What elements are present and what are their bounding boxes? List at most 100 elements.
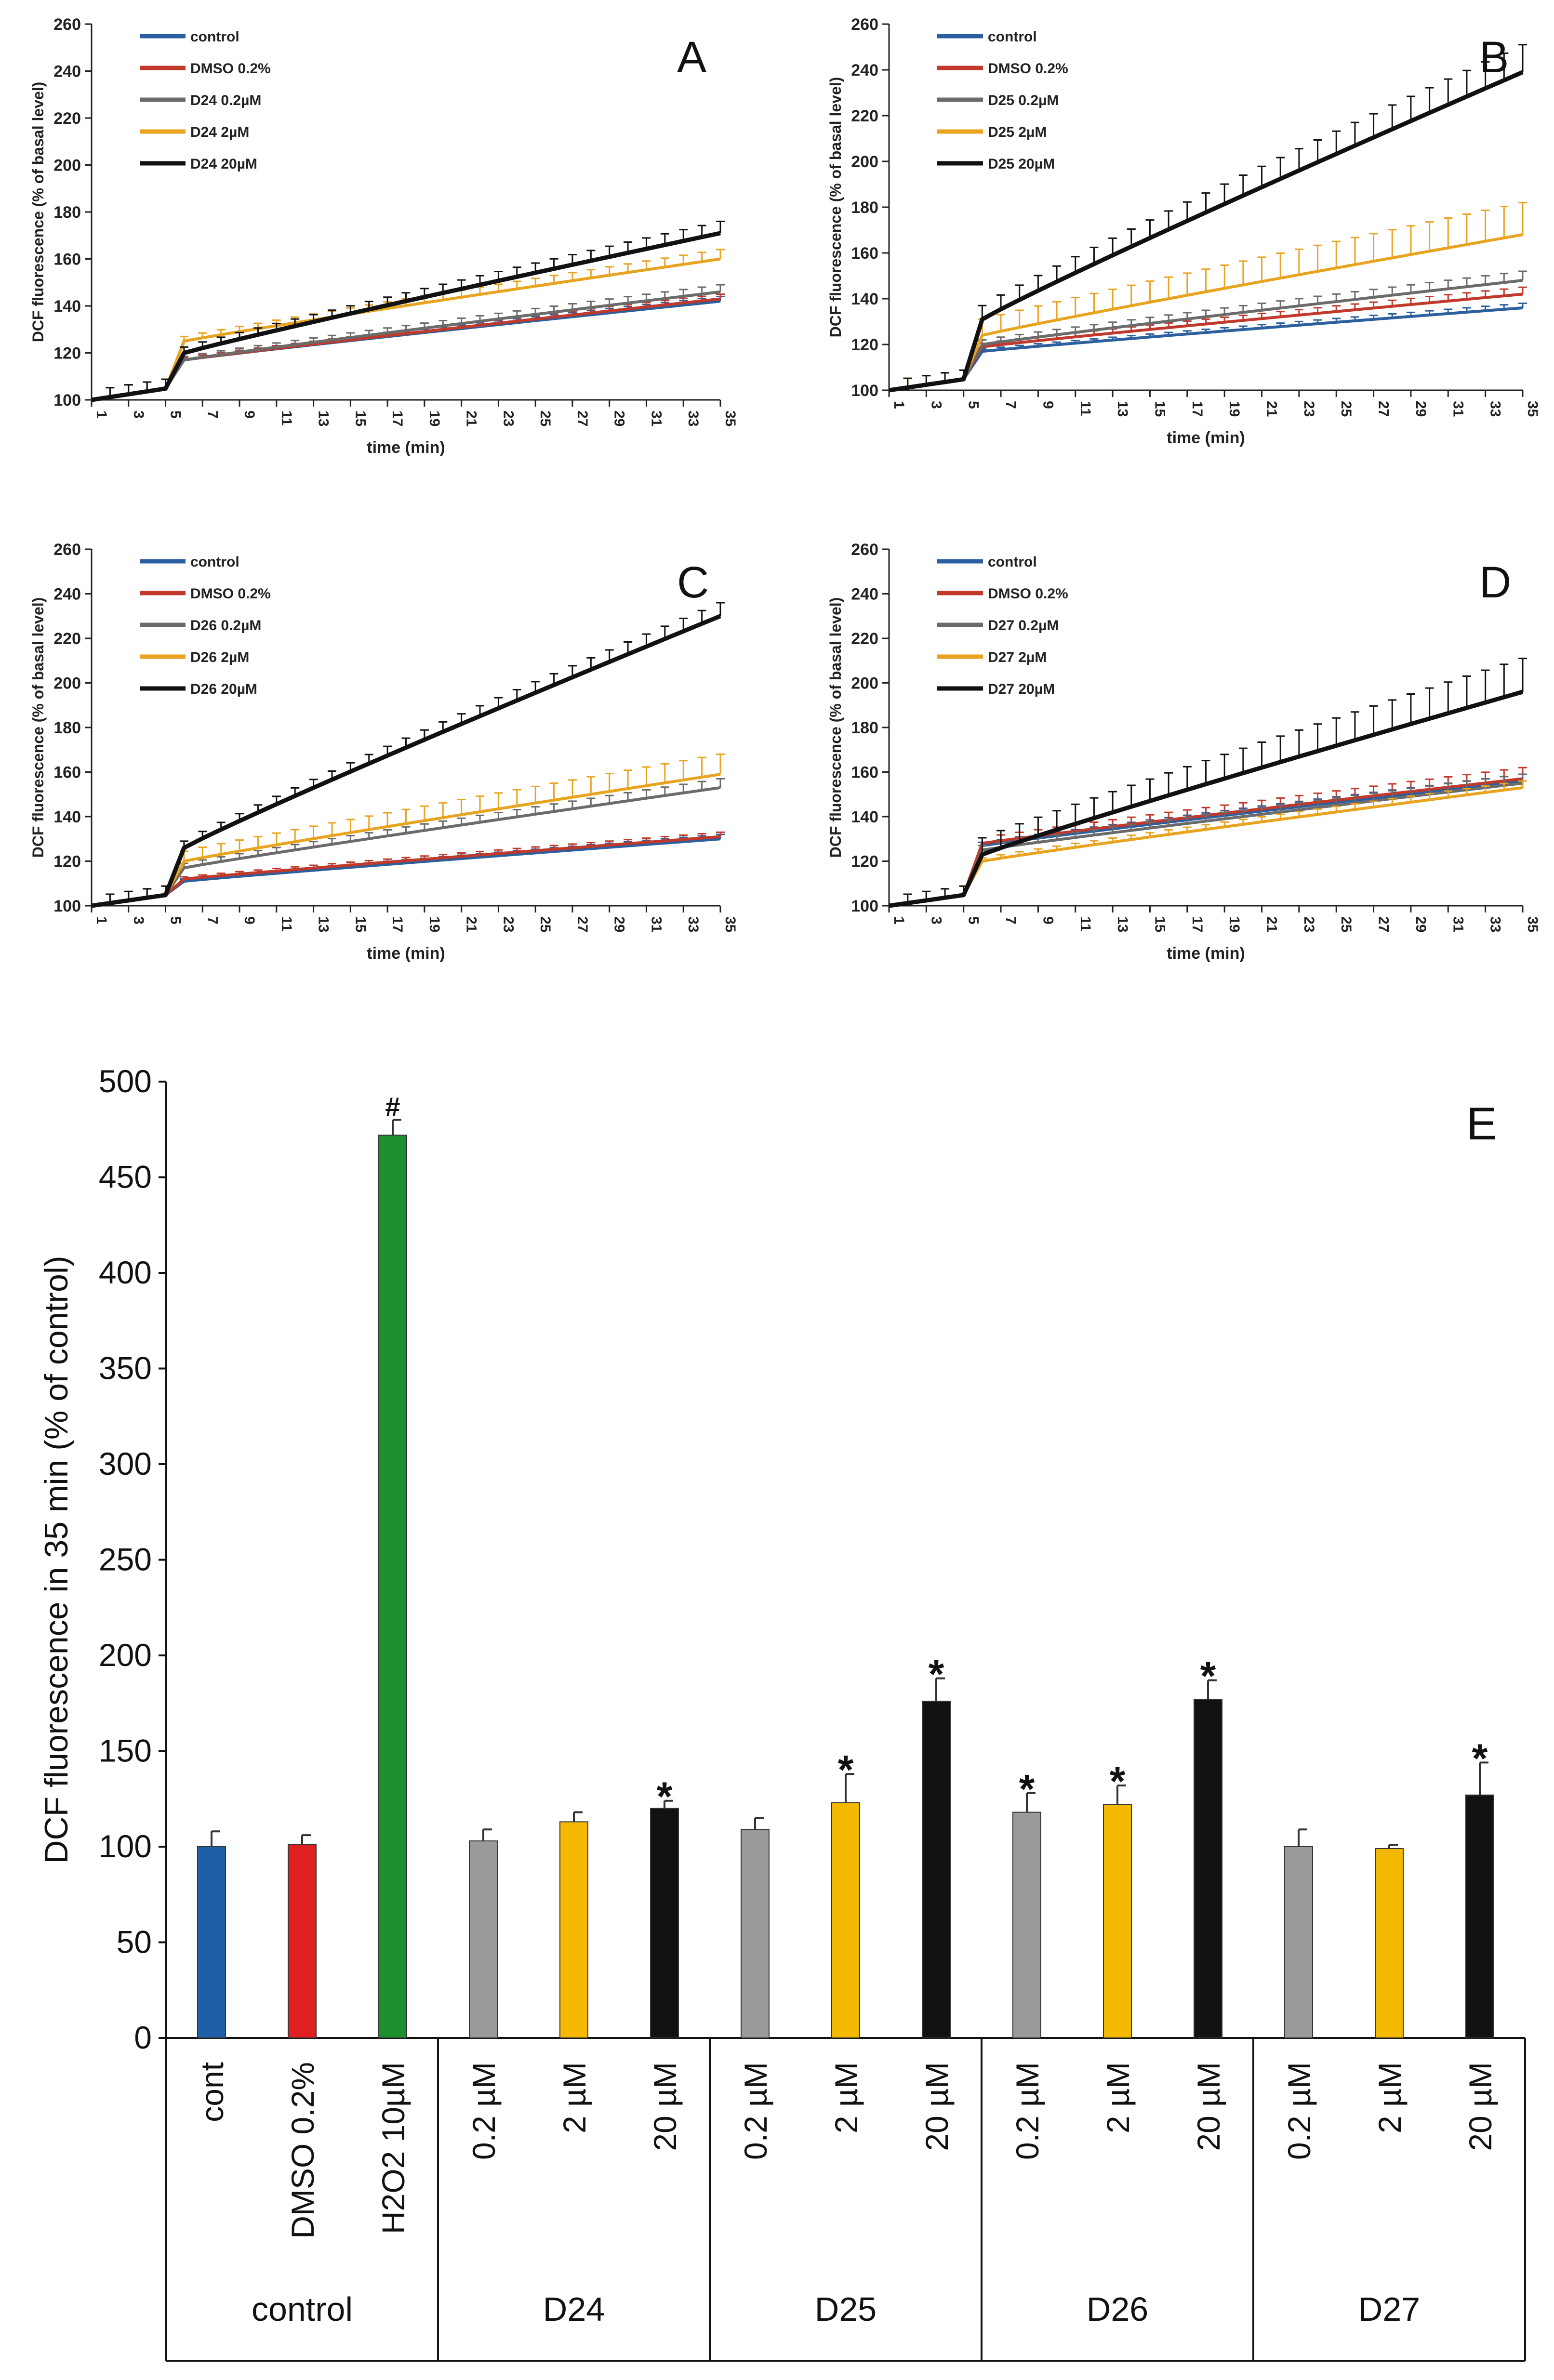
legend-label: control (988, 554, 1037, 570)
legend-label: D25 20µM (988, 156, 1055, 172)
panel-label: E (1466, 1098, 1497, 1150)
x-tick-label: 15 (352, 916, 368, 932)
significance-mark: * (1200, 1653, 1216, 1699)
y-tick-label: 300 (99, 1446, 152, 1481)
y-tick-label: 160 (53, 764, 81, 782)
category-label: 2 µM (1372, 2062, 1408, 2133)
y-tick-label: 240 (851, 585, 878, 604)
y-tick-label: 180 (851, 198, 878, 217)
x-tick-label: 25 (1338, 916, 1354, 932)
group-label: D24 (543, 2290, 605, 2328)
y-tick-label: 240 (53, 63, 81, 81)
legend-label: DMSO 0.2% (988, 586, 1068, 602)
y-axis-label: DCF fluorescence (% of basal level) (827, 597, 844, 858)
x-tick-label: 3 (928, 401, 944, 409)
legend-label: D27 2µM (988, 649, 1047, 665)
x-axis-label: time (min) (1167, 429, 1245, 447)
category-label: 0.2 µM (1281, 2062, 1317, 2160)
y-tick-label: 100 (851, 897, 878, 915)
y-tick-label: 220 (53, 109, 81, 128)
x-tick-label: 7 (1003, 916, 1019, 925)
x-tick-label: 27 (1376, 401, 1392, 417)
x-tick-label: 31 (648, 916, 664, 932)
group-label: control (252, 2290, 353, 2328)
x-tick-label: 27 (574, 410, 590, 426)
x-tick-label: 23 (1301, 401, 1317, 417)
y-tick-label: 100 (53, 897, 81, 915)
x-axis-label: time (min) (367, 944, 445, 963)
y-tick-label: 200 (53, 157, 81, 175)
y-tick-label: 120 (53, 853, 81, 871)
y-tick-label: 220 (851, 630, 878, 648)
category-label: 2 µM (828, 2062, 864, 2133)
y-tick-label: 200 (851, 674, 878, 693)
y-tick-label: 50 (117, 1924, 152, 1960)
bar (1465, 1794, 1494, 2039)
panel-label: B (1479, 33, 1509, 82)
category-label: cont (194, 2062, 230, 2122)
legend-label: control (190, 554, 239, 570)
x-tick-label: 5 (168, 410, 184, 419)
x-tick-label: 17 (389, 410, 405, 426)
x-tick-label: 1 (93, 410, 109, 419)
x-tick-label: 33 (685, 916, 701, 932)
x-tick-label: 7 (204, 916, 220, 925)
x-tick-label: 1 (93, 916, 109, 925)
x-tick-label: 5 (966, 916, 982, 925)
x-tick-label: 25 (537, 410, 553, 426)
x-tick-label: 9 (1040, 401, 1056, 409)
x-tick-label: 29 (1413, 916, 1429, 932)
y-tick-label: 120 (53, 344, 81, 363)
bar (1103, 1804, 1132, 2038)
y-axis-label: DCF fluorescence (% of basal level) (827, 77, 844, 338)
x-tick-label: 7 (1003, 401, 1019, 409)
x-tick-label: 13 (1115, 916, 1130, 932)
y-tick-label: 260 (851, 15, 878, 34)
category-label: 0.2 µM (466, 2062, 502, 2160)
y-tick-label: 240 (851, 61, 878, 79)
bar (1012, 1811, 1041, 2039)
category-label: 0.2 µM (1009, 2062, 1045, 2160)
y-tick-label: 140 (53, 297, 81, 316)
category-label: 20 µM (1191, 2062, 1226, 2151)
x-axis-label: time (min) (367, 438, 445, 457)
x-tick-label: 11 (1077, 401, 1093, 416)
x-tick-label: 23 (1301, 916, 1317, 932)
x-tick-label: 13 (316, 410, 332, 426)
x-tick-label: 5 (168, 916, 184, 925)
x-tick-label: 21 (1264, 401, 1280, 417)
x-tick-label: 35 (722, 410, 738, 426)
x-tick-label: 27 (574, 916, 590, 932)
category-label: 2 µM (557, 2062, 592, 2133)
y-axis-label: DCF fluorescence (% of basal level) (29, 82, 47, 343)
x-tick-label: 31 (1450, 916, 1466, 932)
category-label: 20 µM (647, 2062, 683, 2151)
x-tick-label: 21 (464, 916, 479, 932)
x-tick-label: 29 (611, 916, 627, 932)
y-tick-label: 500 (99, 1063, 152, 1099)
x-tick-label: 7 (204, 410, 220, 419)
panel-label: C (677, 558, 709, 607)
x-tick-label: 21 (1264, 916, 1280, 932)
y-tick-label: 350 (99, 1350, 152, 1386)
x-tick-label: 17 (1189, 916, 1205, 932)
y-tick-label: 140 (851, 290, 878, 308)
y-tick-label: 140 (53, 808, 81, 826)
y-tick-label: 120 (851, 336, 878, 354)
y-tick-label: 200 (99, 1637, 152, 1673)
x-tick-label: 35 (1525, 401, 1541, 417)
y-tick-label: 160 (851, 244, 878, 263)
x-tick-label: 35 (722, 916, 738, 932)
y-tick-label: 100 (99, 1828, 152, 1864)
y-tick-label: 120 (851, 853, 878, 871)
x-tick-label: 3 (131, 916, 146, 925)
legend-label: D25 2µM (988, 124, 1047, 140)
legend-label: control (190, 29, 239, 45)
x-tick-label: 13 (316, 916, 332, 932)
bar-panel-E: 0 50 100 150 200 250 300 350 400 450 500 DCF fluore… (38, 1063, 1526, 2362)
x-tick-label: 19 (426, 410, 442, 426)
x-tick-label: 31 (1450, 401, 1466, 417)
y-tick-label: 200 (53, 674, 81, 693)
group-label: D27 (1358, 2290, 1420, 2328)
